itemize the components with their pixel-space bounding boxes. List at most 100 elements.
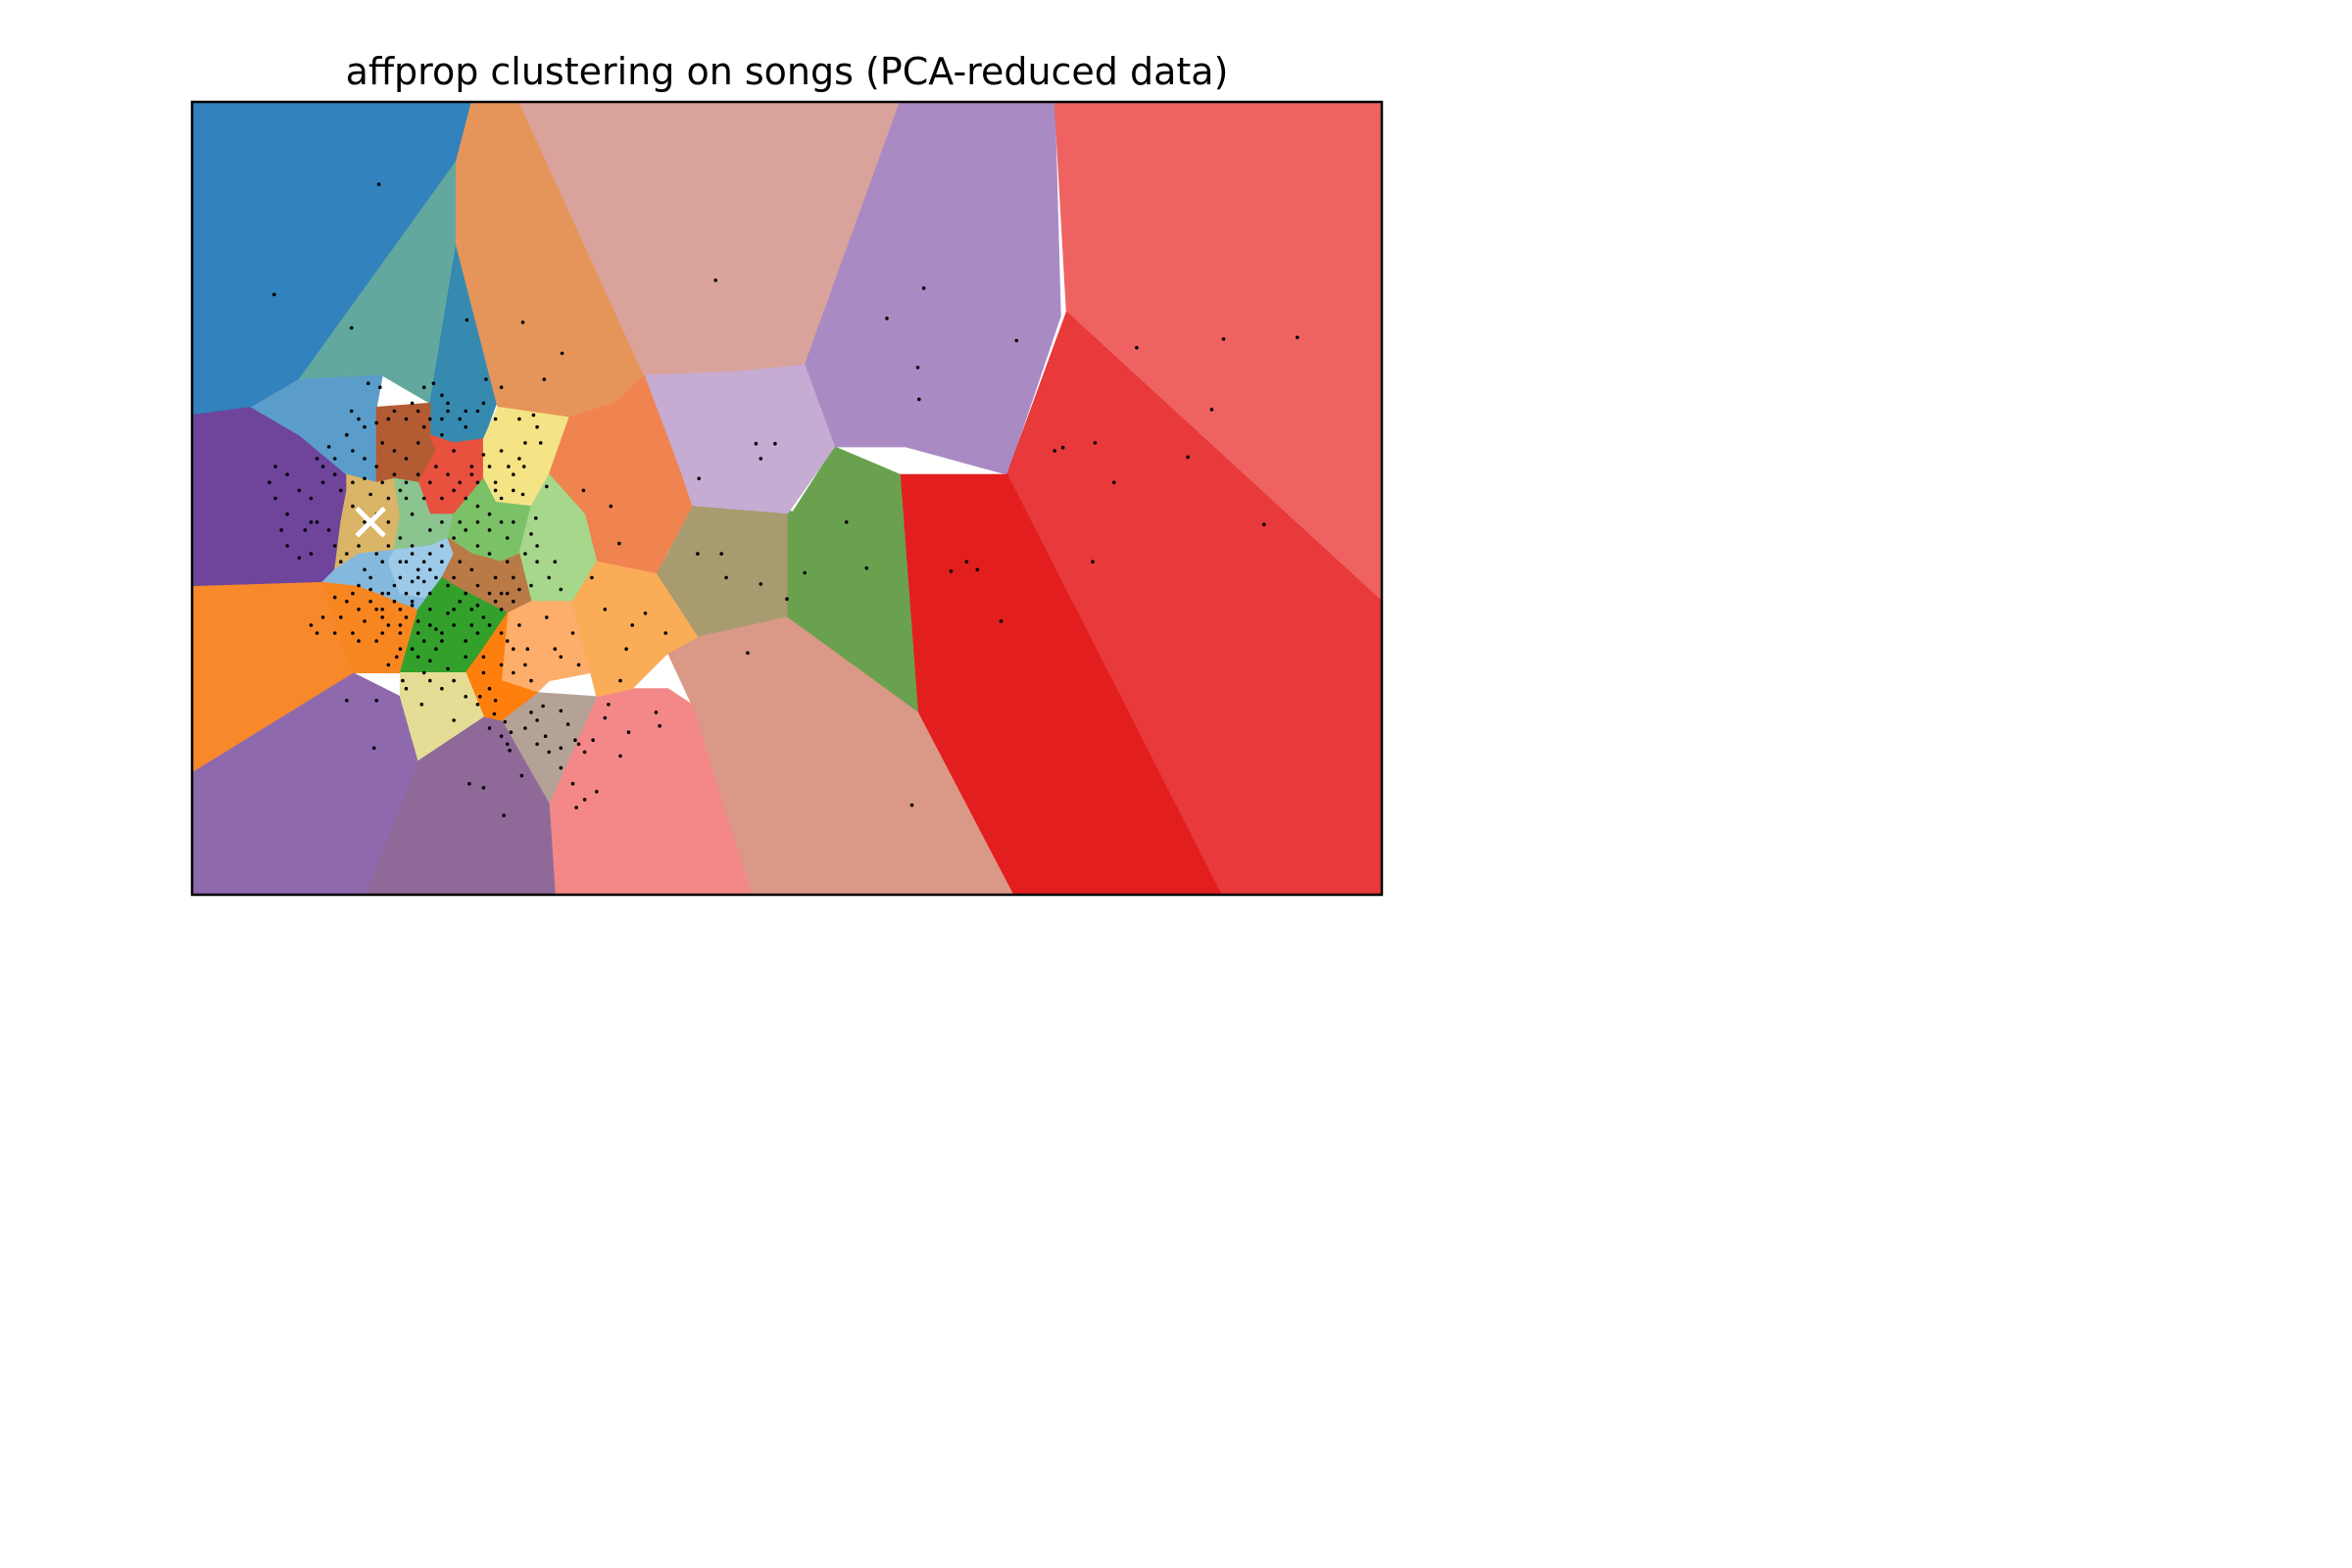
scatter-point: [419, 703, 424, 707]
scatter-point: [559, 746, 564, 751]
scatter-point: [458, 599, 463, 604]
scatter-point: [509, 730, 514, 734]
scatter-point: [421, 670, 426, 675]
scatter-point: [487, 726, 492, 730]
scatter-point: [416, 472, 420, 477]
scatter-point: [481, 655, 486, 660]
scatter-point: [380, 591, 385, 596]
scatter-point: [404, 496, 409, 501]
scatter-point: [543, 734, 548, 738]
scatter-point: [357, 583, 361, 588]
scatter-point: [332, 472, 337, 477]
scatter-point: [464, 496, 468, 501]
scatter-point: [374, 465, 379, 468]
scatter-point: [535, 718, 539, 722]
scatter-point: [512, 670, 515, 675]
scatter-point: [315, 457, 319, 461]
scatter-point: [520, 492, 525, 497]
scatter-point: [363, 619, 367, 623]
scatter-point: [469, 567, 474, 572]
scatter-point: [475, 583, 480, 588]
scatter-point: [1014, 338, 1019, 343]
scatter-point: [351, 480, 355, 485]
scatter-point: [303, 528, 308, 532]
scatter-point: [416, 409, 420, 414]
scatter-point: [773, 441, 777, 446]
scatter-point: [428, 528, 432, 532]
scatter-point: [345, 552, 349, 556]
scatter-point: [535, 560, 539, 564]
scatter-point: [499, 662, 504, 667]
scatter-point: [357, 608, 361, 612]
scatter-point: [339, 560, 343, 564]
scatter-point: [380, 560, 385, 564]
scatter-point: [428, 608, 432, 612]
scatter-point: [421, 579, 426, 584]
scatter-point: [624, 647, 628, 651]
scatter-point: [421, 385, 426, 390]
scatter-point: [297, 488, 302, 493]
scatter-point: [351, 631, 355, 635]
scatter-point: [392, 472, 397, 477]
scatter-point: [368, 587, 372, 592]
scatter-point: [643, 612, 648, 615]
scatter-point: [1053, 449, 1056, 453]
scatter-point: [404, 686, 409, 691]
scatter-point: [559, 655, 564, 660]
scatter-point: [529, 710, 533, 714]
scatter-point: [517, 457, 521, 461]
scatter-point: [452, 449, 456, 453]
scatter-point: [410, 603, 415, 608]
scatter-point: [654, 710, 659, 714]
scatter-point: [697, 476, 701, 481]
scatter-point: [1091, 560, 1095, 564]
scatter-point: [576, 742, 581, 747]
scatter-point: [529, 678, 533, 683]
scatter-point: [285, 472, 289, 477]
scatter-point: [339, 488, 343, 493]
scatter-point: [541, 704, 545, 709]
scatter-point: [440, 686, 444, 691]
scatter-point: [565, 722, 570, 726]
scatter-point: [535, 742, 539, 747]
scatter-point: [351, 591, 355, 596]
scatter-point: [512, 472, 515, 477]
scatter-point: [421, 496, 426, 501]
scatter-point: [363, 520, 367, 524]
data-points: [268, 182, 1299, 817]
scatter-point: [1209, 408, 1214, 412]
scatter-point: [547, 750, 551, 755]
scatter-point: [517, 416, 521, 421]
scatter-point: [573, 738, 577, 742]
scatter-point: [582, 798, 587, 802]
scatter-point: [416, 591, 420, 596]
scatter-point: [446, 401, 450, 406]
scatter-point: [320, 465, 325, 468]
scatter-point: [719, 552, 723, 556]
scatter-point: [964, 560, 969, 564]
scatter-point: [416, 575, 420, 580]
scatter-point: [428, 659, 432, 663]
scatter-point: [320, 480, 325, 485]
scatter-point: [618, 678, 622, 683]
scatter-point: [1112, 480, 1116, 485]
scatter-point: [517, 623, 521, 627]
scatter-point: [273, 496, 277, 501]
scatter-point: [487, 552, 492, 556]
scatter-point: [1296, 335, 1299, 340]
scatter-point: [487, 465, 492, 468]
scatter-point: [440, 639, 444, 643]
scatter-point: [617, 541, 621, 546]
scatter-point: [309, 520, 314, 524]
scatter-point: [484, 377, 488, 381]
scatter-point: [368, 575, 372, 580]
scatter-point: [1221, 337, 1226, 341]
scatter-point: [493, 480, 498, 485]
scatter-point: [503, 719, 508, 724]
scatter-point: [401, 678, 405, 683]
scatter-point: [272, 292, 276, 297]
scatter-point: [428, 623, 432, 627]
scatter-point: [410, 401, 415, 406]
scatter-point: [523, 441, 527, 445]
scatter-point: [475, 603, 480, 608]
